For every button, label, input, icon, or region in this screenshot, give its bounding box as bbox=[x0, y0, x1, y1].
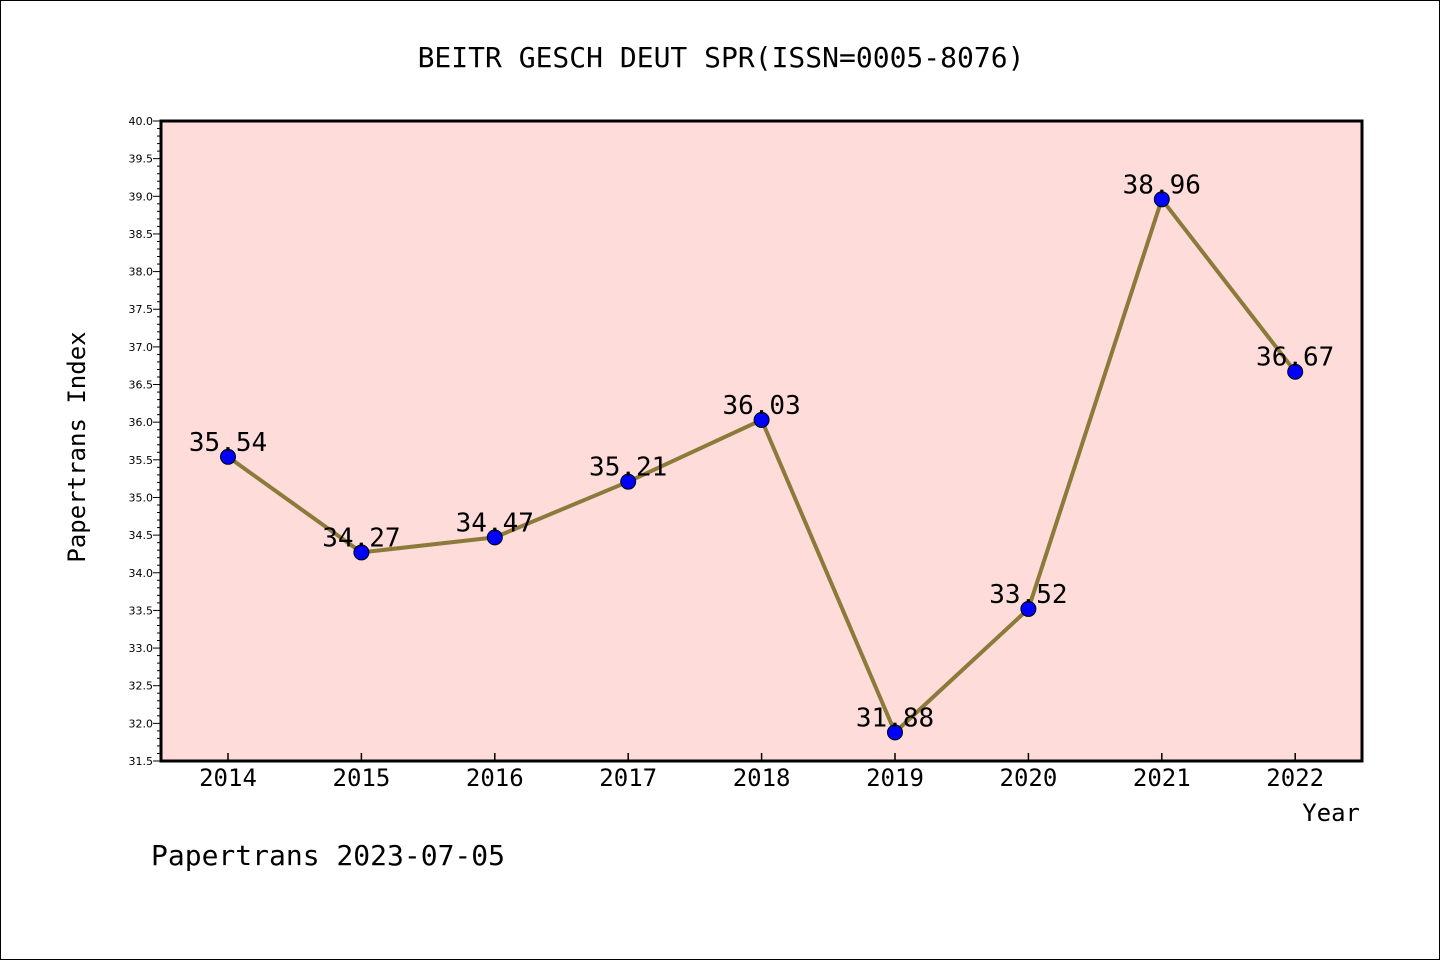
data-label: 34.27 bbox=[322, 523, 400, 553]
y-tick-label: 37.0 bbox=[129, 341, 154, 354]
data-label: 33.52 bbox=[989, 580, 1067, 610]
y-axis-label: Papertrans Index bbox=[63, 331, 91, 562]
y-tick-label: 40.0 bbox=[129, 115, 154, 128]
y-tick-label: 36.0 bbox=[129, 416, 154, 429]
x-axis: 2014 2015 2016 2017 2018 2019 2020 2021 2022 bbox=[199, 753, 1324, 792]
y-tick-label: 38.5 bbox=[129, 228, 154, 241]
y-tick-label: 35.5 bbox=[129, 454, 154, 467]
y-tick-label: 32.5 bbox=[129, 680, 154, 693]
data-label: 31.88 bbox=[856, 703, 934, 733]
data-markers bbox=[220, 191, 1304, 741]
data-point bbox=[1287, 363, 1304, 380]
data-point bbox=[1153, 191, 1170, 208]
chart-title: BEITR GESCH DEUT SPR(ISSN=0005-8076) bbox=[418, 41, 1025, 74]
y-tick-label: 31.5 bbox=[129, 755, 154, 768]
data-point bbox=[620, 473, 637, 490]
x-tick-label: 2016 bbox=[466, 764, 524, 792]
y-tick-label: 36.5 bbox=[129, 379, 154, 392]
data-label: 35.54 bbox=[189, 428, 267, 458]
data-point bbox=[753, 411, 770, 428]
x-axis-label: Year bbox=[1302, 799, 1360, 827]
data-label: 38.96 bbox=[1123, 170, 1201, 200]
x-tick-label: 2017 bbox=[599, 764, 657, 792]
data-label: 35.21 bbox=[589, 453, 667, 483]
x-tick-label: 2014 bbox=[199, 764, 257, 792]
y-axis: 31.5 32.0 32.5 33.0 33.5 34.0 34.5 35.0 35.5 36.0… bbox=[129, 115, 161, 768]
y-tick-label: 33.0 bbox=[129, 642, 154, 655]
data-label: 34.47 bbox=[456, 508, 534, 538]
x-tick-label: 2018 bbox=[733, 764, 791, 792]
x-tick-label: 2020 bbox=[1000, 764, 1058, 792]
y-tick-label: 35.0 bbox=[129, 491, 154, 504]
y-tick-label: 32.0 bbox=[129, 717, 154, 730]
x-tick-label: 2019 bbox=[866, 764, 924, 792]
y-tick-label: 37.5 bbox=[129, 303, 154, 316]
data-point bbox=[486, 529, 503, 546]
plot-area bbox=[161, 121, 1362, 761]
data-point bbox=[887, 724, 903, 741]
data-point bbox=[220, 448, 236, 465]
y-tick-label: 34.5 bbox=[129, 529, 154, 542]
plot-frame bbox=[159, 119, 1364, 763]
data-point bbox=[1020, 600, 1037, 617]
x-tick-label: 2015 bbox=[333, 764, 391, 792]
data-label: 36.03 bbox=[722, 391, 800, 421]
y-tick-label: 39.0 bbox=[129, 190, 154, 203]
data-labels: 35.54 34.27 34.47 35.21 36.03 31.88 33.52 38.96… bbox=[189, 170, 1334, 733]
data-point bbox=[353, 544, 370, 561]
y-tick-label: 39.5 bbox=[129, 153, 154, 166]
y-tick-label: 34.0 bbox=[129, 567, 154, 580]
y-tick-label: 33.5 bbox=[129, 604, 154, 617]
data-label: 36.67 bbox=[1256, 343, 1334, 373]
footer-credit: Papertrans 2023-07-05 bbox=[151, 839, 505, 872]
y-tick-label: 38.0 bbox=[129, 266, 154, 279]
x-tick-label: 2021 bbox=[1133, 764, 1191, 792]
x-tick-label: 2022 bbox=[1266, 764, 1324, 792]
